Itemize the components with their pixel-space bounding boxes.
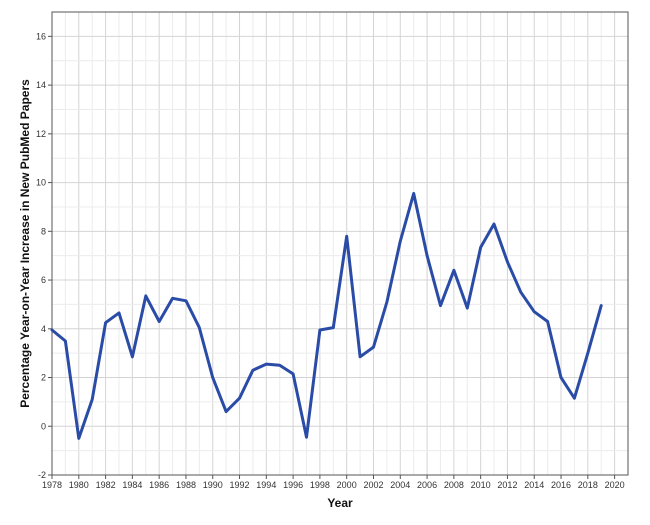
y-tick-label: 10: [36, 178, 46, 188]
y-tick-label: 8: [41, 226, 46, 236]
x-tick-label: 1986: [149, 480, 169, 490]
x-tick-label: 2000: [337, 480, 357, 490]
y-tick-label: -2: [38, 470, 46, 480]
axis-ticks: 1978 1980 1982 1984 1986 1988 1990 1992 1994 1996…: [36, 31, 625, 490]
x-tick-label: 2008: [444, 480, 464, 490]
x-tick-label: 1984: [122, 480, 142, 490]
x-tick-label: 2010: [471, 480, 491, 490]
y-tick-label: 14: [36, 80, 46, 90]
x-tick-label: 1998: [310, 480, 330, 490]
x-tick-label: 1988: [176, 480, 196, 490]
x-tick-label: 2020: [605, 480, 625, 490]
x-axis-title: Year: [327, 496, 353, 510]
x-tick-label: 2006: [417, 480, 437, 490]
x-tick-label: 1990: [203, 480, 223, 490]
x-tick-label: 2014: [524, 480, 544, 490]
x-tick-label: 2012: [497, 480, 517, 490]
x-tick-label: 1996: [283, 480, 303, 490]
series-line: [50, 192, 603, 440]
x-tick-label: 2002: [363, 480, 383, 490]
y-axis-title: Percentage Year-on-Year Increase in New …: [18, 79, 32, 408]
y-tick-label: 12: [36, 129, 46, 139]
x-tick-label: 2018: [578, 480, 598, 490]
x-tick-label: 2004: [390, 480, 410, 490]
y-tick-label: 0: [41, 421, 46, 431]
x-tick-label: 2016: [551, 480, 571, 490]
x-tick-label: 1994: [256, 480, 276, 490]
x-tick-label: 1980: [69, 480, 89, 490]
y-tick-label: 4: [41, 324, 46, 334]
x-tick-label: 1982: [96, 480, 116, 490]
y-tick-label: 2: [41, 373, 46, 383]
grid: [51, 11, 629, 476]
series-layer: [50, 192, 603, 440]
y-tick-label: 16: [36, 31, 46, 41]
x-tick-label: 1992: [230, 480, 250, 490]
x-tick-label: 1978: [42, 480, 62, 490]
plot-frame: [51, 11, 629, 476]
y-tick-label: 6: [41, 275, 46, 285]
